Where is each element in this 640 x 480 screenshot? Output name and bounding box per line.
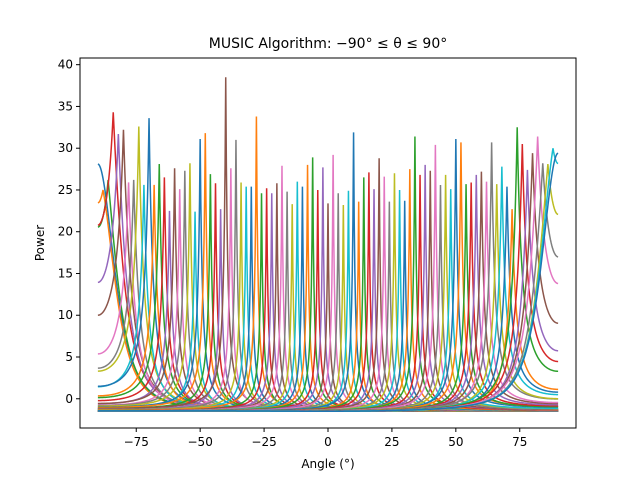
y-tick-label: 5 <box>65 350 73 364</box>
y-tick-label: 30 <box>58 141 73 155</box>
y-tick-label: 35 <box>58 99 73 113</box>
x-tick-label: 50 <box>448 435 463 449</box>
y-tick-label: 25 <box>58 183 73 197</box>
y-tick-label: 40 <box>58 58 73 72</box>
x-tick-label: −50 <box>188 435 213 449</box>
x-tick-label: −75 <box>124 435 149 449</box>
chart-title: MUSIC Algorithm: −90° ≤ θ ≤ 90° <box>209 36 448 52</box>
y-tick-label: 0 <box>65 392 73 406</box>
series-group <box>97 77 559 412</box>
x-axis-label: Angle (°) <box>301 457 354 471</box>
y-axis: 0 5 10 15 20 25 30 35 40 <box>58 58 80 406</box>
y-tick-label: 20 <box>58 225 73 239</box>
y-tick-label: 10 <box>58 308 73 322</box>
series-line <box>97 152 559 412</box>
x-tick-label: 0 <box>324 435 332 449</box>
y-tick-label: 15 <box>58 266 73 280</box>
y-axis-label: Power <box>33 225 47 261</box>
x-axis: −75 −50 −25 0 25 50 75 <box>124 428 527 449</box>
x-tick-label: 75 <box>512 435 527 449</box>
x-tick-label: 25 <box>384 435 399 449</box>
x-tick-label: −25 <box>251 435 276 449</box>
